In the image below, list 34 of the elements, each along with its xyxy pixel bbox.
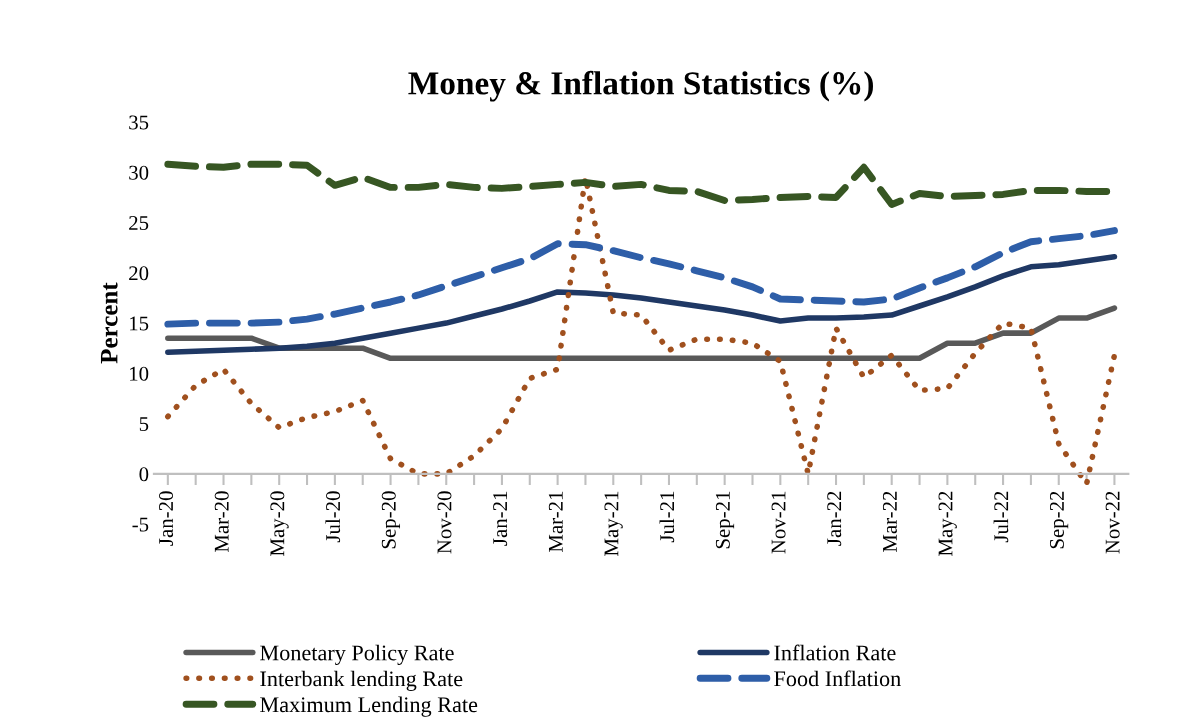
x-tick-label: Jan-21	[493, 491, 508, 546]
y-tick-label: 5	[139, 417, 149, 432]
x-tick-label: Mar-20	[214, 491, 229, 553]
y-tick-label: 0	[139, 467, 149, 482]
x-tick-label: May-20	[270, 491, 289, 556]
x-tick-label: Sep-22	[1049, 491, 1069, 549]
legend-label: Food Inflation	[774, 670, 901, 687]
y-tick-label: 30	[129, 165, 149, 180]
y-tick-label: 35	[129, 115, 149, 130]
chart-title: Money & Inflation Statistics (%)	[408, 70, 873, 102]
legend-label: Monetary Policy Rate	[260, 644, 454, 666]
x-tick-label: Sep-20	[381, 491, 401, 549]
y-tick-label: 20	[129, 266, 149, 281]
x-tick-label: May-21	[604, 491, 623, 556]
x-tick-label: Sep-21	[715, 491, 735, 549]
x-tick-label: Mar-22	[882, 491, 897, 553]
x-tick-label: May-22	[938, 491, 957, 556]
legend-label: Interbank lending Rate	[260, 670, 463, 691]
x-tick-label: Nov-20	[437, 491, 452, 554]
x-tick-label: Jul-22	[993, 491, 1009, 543]
x-tick-label: Nov-22	[1105, 491, 1120, 554]
x-tick-label: Jul-21	[659, 491, 675, 543]
x-tick-label: Jul-20	[325, 491, 341, 543]
y-tick-label: 15	[130, 316, 149, 331]
x-tick-label: Jan-20	[159, 491, 174, 546]
legend-label: Maximum Lending Rate	[260, 696, 478, 717]
x-tick-label: Mar-21	[548, 491, 563, 553]
legend-label: Inflation Rate	[774, 644, 896, 661]
x-tick-label: Nov-21	[771, 491, 786, 554]
y-tick-label: 25	[129, 216, 149, 231]
y-axis-title: Percent	[100, 282, 118, 364]
x-tick-label: Jan-22	[827, 491, 842, 546]
y-tick-label: 10	[130, 366, 149, 381]
y-tick-label: -5	[132, 517, 149, 532]
